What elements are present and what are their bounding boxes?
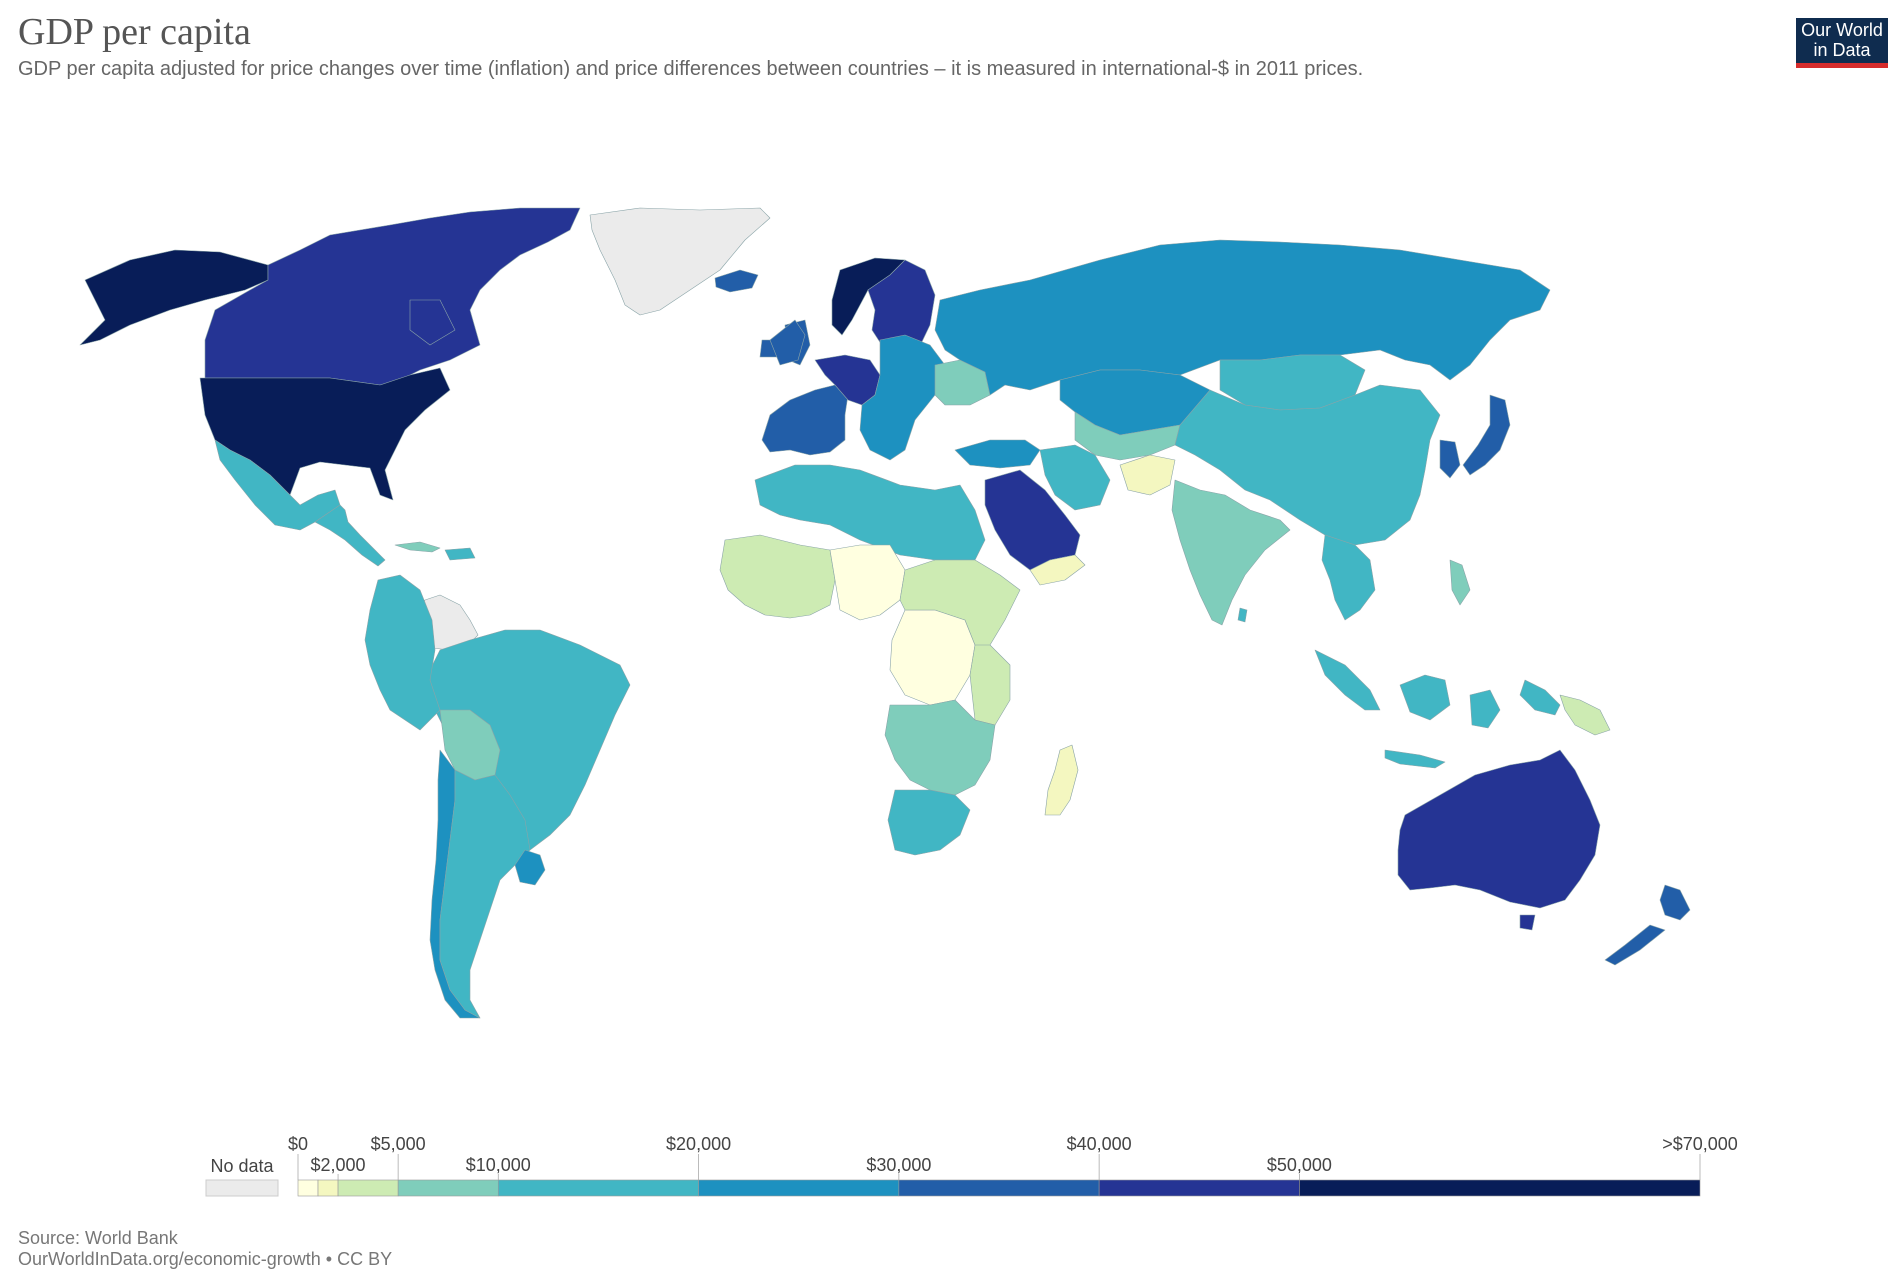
region-india[interactable] bbox=[1171, 479, 1291, 626]
region-west-africa[interactable] bbox=[719, 534, 836, 619]
region-papua-new-guinea[interactable] bbox=[1559, 694, 1611, 736]
region-japan[interactable] bbox=[1462, 394, 1511, 476]
region-southeast-asia[interactable] bbox=[1321, 534, 1376, 621]
license-link[interactable]: OurWorldInData.org/economic-growth • CC … bbox=[18, 1249, 393, 1269]
legend-bin-3[interactable] bbox=[397, 1179, 499, 1197]
legend-tick-label-4: $20,000 bbox=[666, 1134, 731, 1154]
world-map bbox=[79, 207, 1691, 1019]
legend-tick-label-8: >$70,000 bbox=[1662, 1134, 1738, 1154]
region-south-africa[interactable] bbox=[887, 789, 971, 856]
footer: Source: World Bank OurWorldInData.org/ec… bbox=[18, 1228, 392, 1270]
region-eastern-europe[interactable] bbox=[859, 334, 946, 461]
region-southern-africa[interactable] bbox=[884, 699, 996, 796]
region-mexico[interactable] bbox=[214, 439, 341, 531]
region-alaska[interactable] bbox=[79, 249, 269, 346]
region-sweden-finland[interactable] bbox=[867, 259, 936, 361]
legend-tick-label-7: $50,000 bbox=[1267, 1155, 1332, 1175]
legend-tick-label-1: $2,000 bbox=[311, 1155, 366, 1175]
region-central-africa[interactable] bbox=[889, 609, 976, 706]
source-note: Source: World Bank bbox=[18, 1228, 178, 1248]
region-peru[interactable] bbox=[364, 574, 441, 731]
region-korea[interactable] bbox=[1439, 439, 1461, 479]
legend-bin-7[interactable] bbox=[1098, 1179, 1300, 1197]
region-sahel[interactable] bbox=[829, 544, 906, 621]
legend-no-data-swatch[interactable] bbox=[205, 1179, 279, 1197]
region-east-africa[interactable] bbox=[899, 559, 1021, 726]
region-north-africa[interactable] bbox=[754, 464, 986, 561]
region-yemen[interactable] bbox=[1029, 554, 1086, 586]
legend-no-data-label: No data bbox=[210, 1156, 274, 1176]
region-canada[interactable] bbox=[204, 207, 581, 386]
legend-bin-8[interactable] bbox=[1299, 1179, 1701, 1197]
owid-logo[interactable]: Our World in Data bbox=[1796, 18, 1888, 68]
legend-bin-2[interactable] bbox=[337, 1179, 399, 1197]
region-uruguay[interactable] bbox=[514, 849, 546, 886]
region-argentina[interactable] bbox=[439, 769, 531, 1019]
legend-bin-5[interactable] bbox=[698, 1179, 900, 1197]
logo-line1: Our World bbox=[1801, 20, 1883, 40]
chart-title: GDP per capita bbox=[18, 11, 251, 53]
region-afghanistan[interactable] bbox=[1119, 454, 1176, 496]
region-new-zealand[interactable] bbox=[1604, 884, 1691, 966]
region-china[interactable] bbox=[1174, 384, 1441, 546]
legend-bin-1[interactable] bbox=[317, 1179, 339, 1197]
legend-tick-label-6: $40,000 bbox=[1067, 1134, 1132, 1154]
region-madagascar[interactable] bbox=[1044, 744, 1079, 816]
region-indonesia[interactable] bbox=[1314, 649, 1561, 769]
region-norway[interactable] bbox=[831, 257, 906, 336]
color-legend: No data $0$2,000$5,000 $10,000 $20,000 $30,0… bbox=[205, 1134, 1738, 1197]
region-hispaniola[interactable] bbox=[444, 547, 476, 561]
legend-tick-label-2: $5,000 bbox=[371, 1134, 426, 1154]
region-turkey[interactable] bbox=[954, 439, 1041, 469]
legend-bin-0[interactable] bbox=[297, 1179, 319, 1197]
region-philippines[interactable] bbox=[1449, 559, 1471, 606]
region-iceland[interactable] bbox=[714, 269, 759, 293]
logo-line2: in Data bbox=[1813, 40, 1871, 60]
region-sri-lanka[interactable] bbox=[1237, 607, 1248, 623]
region-british-isles[interactable] bbox=[769, 319, 806, 366]
legend-bin-4[interactable] bbox=[497, 1179, 699, 1197]
region-australia[interactable] bbox=[1397, 749, 1601, 931]
region-russia[interactable] bbox=[934, 239, 1551, 396]
legend-bin-6[interactable] bbox=[898, 1179, 1100, 1197]
region-caribbean-islands[interactable] bbox=[394, 541, 441, 553]
chart-subtitle: GDP per capita adjusted for price change… bbox=[18, 58, 1364, 80]
legend-tick-label-5: $30,000 bbox=[866, 1155, 931, 1175]
region-greenland[interactable] bbox=[589, 207, 771, 316]
legend-tick-label-3: $10,000 bbox=[466, 1155, 531, 1175]
region-iran[interactable] bbox=[1039, 444, 1111, 511]
legend-tick-label-0: $0 bbox=[288, 1134, 308, 1154]
region-central-america[interactable] bbox=[314, 504, 386, 567]
